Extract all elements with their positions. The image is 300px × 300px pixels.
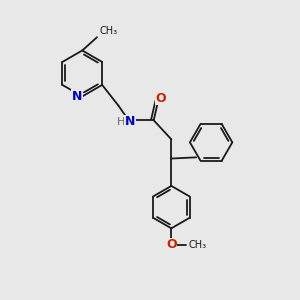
Text: N: N (72, 90, 82, 103)
Text: CH₃: CH₃ (99, 26, 118, 36)
Text: O: O (166, 238, 177, 251)
Text: N: N (125, 115, 135, 128)
Text: H: H (117, 117, 125, 127)
Text: O: O (156, 92, 167, 105)
Text: CH₃: CH₃ (188, 240, 206, 250)
